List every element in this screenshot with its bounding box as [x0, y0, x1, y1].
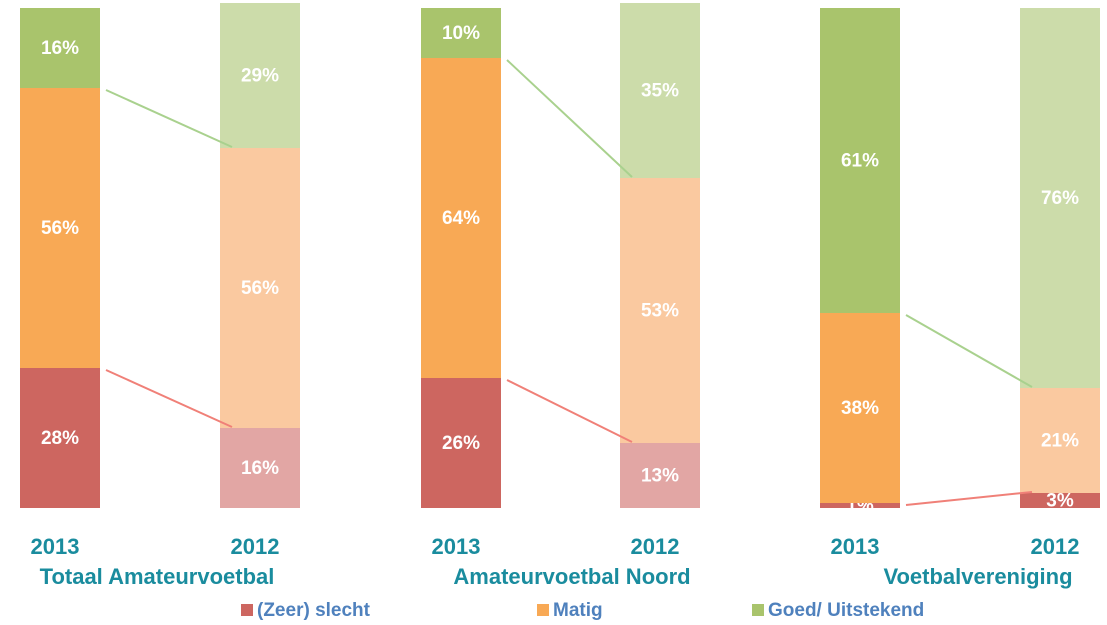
- value-label: 10%: [442, 23, 480, 44]
- x-tick-label: 2013: [31, 534, 80, 559]
- group-label: Totaal Amateurvoetbal: [40, 564, 275, 589]
- value-label: 13%: [641, 466, 679, 487]
- legend-swatch: [752, 604, 764, 616]
- bar-segment: [220, 3, 300, 148]
- value-label: 3%: [1046, 491, 1074, 512]
- bar-segment: [421, 378, 501, 508]
- bar-segment: [820, 503, 900, 508]
- legend-label: Goed/ Uitstekend: [768, 600, 924, 621]
- value-label: 64%: [442, 208, 480, 229]
- value-label: 35%: [641, 81, 679, 102]
- x-tick-label: 2012: [631, 534, 680, 559]
- bar-segment: [1020, 388, 1100, 493]
- bar-segment: [1020, 8, 1100, 388]
- value-label: 76%: [1041, 188, 1079, 209]
- group-label: Voetbalvereniging: [883, 564, 1072, 589]
- connector: [105, 89, 233, 148]
- bar-segment: [20, 368, 100, 508]
- legend-swatch: [241, 604, 253, 616]
- connector: [506, 59, 633, 178]
- connector: [905, 491, 1033, 506]
- connector: [105, 369, 233, 428]
- value-label: 61%: [841, 151, 879, 172]
- value-label: 29%: [241, 66, 279, 87]
- value-label: 53%: [641, 301, 679, 322]
- value-label: 16%: [241, 458, 279, 479]
- bar-segment: [820, 8, 900, 313]
- bar-segment: [620, 3, 700, 178]
- value-label: 28%: [41, 428, 79, 449]
- value-label: 56%: [241, 278, 279, 299]
- value-label: 26%: [442, 433, 480, 454]
- connector: [506, 379, 633, 443]
- bar-segment: [421, 8, 501, 58]
- connector: [905, 314, 1033, 388]
- bar-segment: [1020, 493, 1100, 508]
- bar-segment: [421, 58, 501, 378]
- value-label: 16%: [41, 38, 79, 59]
- legend-swatch: [537, 604, 549, 616]
- group-label: Amateurvoetbal Noord: [453, 564, 690, 589]
- x-tick-label: 2013: [831, 534, 880, 559]
- value-label: 21%: [1041, 431, 1079, 452]
- legend-label: (Zeer) slecht: [257, 600, 371, 621]
- bar-segment: [620, 443, 700, 508]
- x-tick-label: 2012: [1031, 534, 1080, 559]
- x-tick-label: 2013: [432, 534, 481, 559]
- bar-segment: [20, 8, 100, 88]
- legend-label: Matig: [553, 600, 603, 621]
- value-label: 56%: [41, 218, 79, 239]
- bar-segment: [20, 88, 100, 368]
- bar-segment: [220, 428, 300, 508]
- bar-segment: [620, 178, 700, 443]
- bar-segment: [220, 148, 300, 428]
- x-tick-label: 2012: [231, 534, 280, 559]
- value-label: 38%: [841, 398, 879, 419]
- bar-segment: [820, 313, 900, 503]
